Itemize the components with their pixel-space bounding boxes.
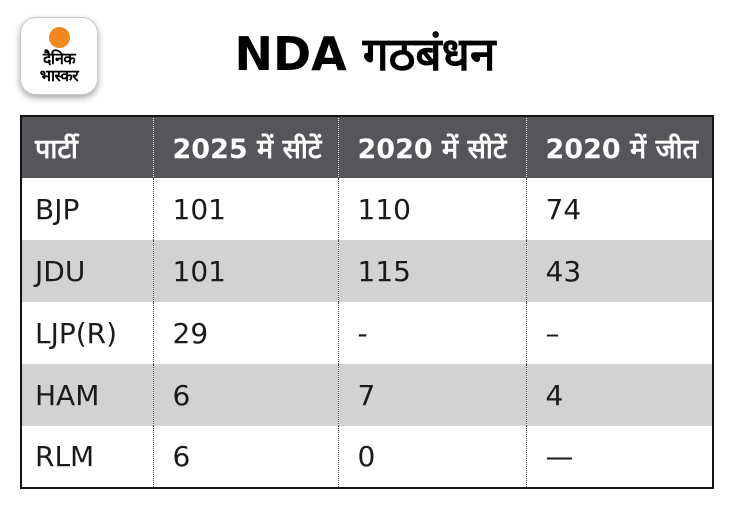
- cell-seats-2025: 29: [152, 302, 338, 364]
- cell-seats-2020: 7: [337, 364, 526, 426]
- page-title: NDA गठबंधन: [234, 27, 496, 81]
- cell-seats-2025: 6: [152, 426, 338, 488]
- table-row-ljpr: LJP(R) 29 - –: [21, 302, 713, 364]
- table-row-jdu: JDU 101 115 43: [21, 240, 713, 302]
- coalition-seats-table: पार्टी 2025 में सीटें 2020 में सीटें 202…: [20, 115, 714, 489]
- logo-text-line2: भास्कर: [39, 66, 79, 86]
- logo-text-line1: दैनिक: [42, 49, 76, 68]
- cell-wins-2020: 74: [525, 178, 713, 240]
- cell-wins-2020: 43: [525, 240, 713, 302]
- cell-party: HAM: [21, 364, 153, 426]
- table-body: BJP 101 110 74 JDU 101 115 43 LJP(R) 29 …: [21, 178, 713, 488]
- cell-seats-2020: -: [337, 302, 526, 364]
- table-row-bjp: BJP 101 110 74: [21, 178, 713, 240]
- cell-party: BJP: [21, 178, 153, 240]
- column-header-seats-2020: 2020 में सीटें: [337, 116, 526, 178]
- cell-wins-2020: 4: [525, 364, 713, 426]
- table-header: पार्टी 2025 में सीटें 2020 में सीटें 202…: [21, 116, 713, 178]
- dainik-bhaskar-logo: दैनिक भास्कर: [20, 17, 98, 95]
- cell-party: JDU: [21, 240, 153, 302]
- cell-seats-2020: 110: [337, 178, 526, 240]
- table-row-rlm: RLM 6 0 —: [21, 426, 713, 488]
- column-header-wins-2020: 2020 में जीत: [525, 116, 713, 178]
- cell-party: RLM: [21, 426, 153, 488]
- cell-seats-2020: 115: [337, 240, 526, 302]
- table-row-ham: HAM 6 7 4: [21, 364, 713, 426]
- column-header-seats-2025: 2025 में सीटें: [152, 116, 338, 178]
- logo-text: दैनिक भास्कर: [39, 49, 79, 86]
- header-row: पार्टी 2025 में सीटें 2020 में सीटें 202…: [21, 116, 713, 178]
- logo-orange-dot-icon: [48, 27, 70, 48]
- cell-party: LJP(R): [21, 302, 153, 364]
- cell-seats-2020: 0: [337, 426, 526, 488]
- cell-wins-2020: –: [525, 302, 713, 364]
- cell-seats-2025: 6: [152, 364, 338, 426]
- column-header-party: पार्टी: [21, 116, 153, 178]
- cell-wins-2020: —: [525, 426, 713, 488]
- cell-seats-2025: 101: [152, 178, 338, 240]
- cell-seats-2025: 101: [152, 240, 338, 302]
